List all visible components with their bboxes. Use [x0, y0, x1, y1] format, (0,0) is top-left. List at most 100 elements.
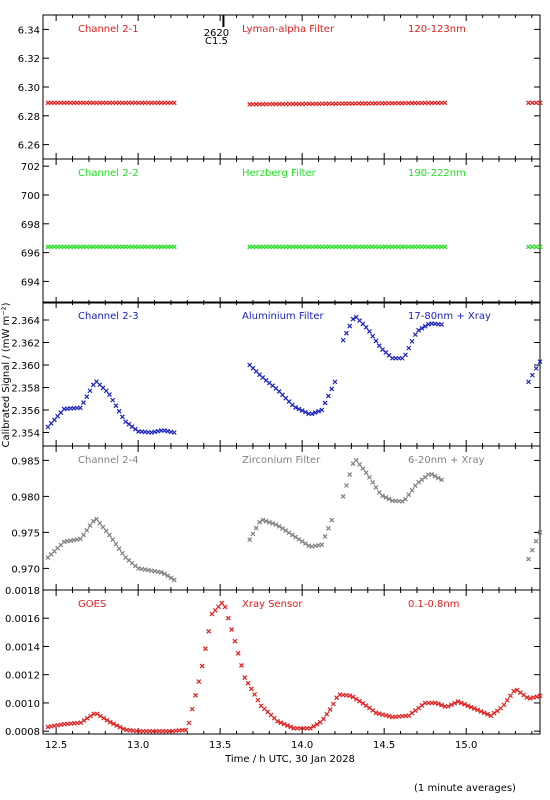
data-point — [77, 536, 83, 542]
data-point — [403, 496, 408, 502]
y-tick-label: 2.354 — [11, 429, 40, 440]
data-point — [116, 546, 122, 552]
data-point — [475, 707, 481, 713]
data-point — [537, 693, 543, 699]
y-tick-label: 6.26 — [18, 141, 40, 152]
data-point — [442, 244, 448, 250]
data-point — [303, 541, 308, 546]
data-point — [58, 410, 64, 416]
data-point — [511, 688, 517, 694]
panel-label: Lyman-alpha Filter — [242, 24, 335, 35]
data-point — [325, 525, 331, 531]
data-point — [307, 725, 313, 731]
data-point — [119, 550, 125, 556]
x-tick-label: 14.5 — [373, 740, 395, 751]
data-point — [366, 705, 372, 711]
data-point — [219, 600, 225, 606]
data-point — [432, 473, 438, 479]
y-tick-label: 0.985 — [11, 456, 40, 467]
data-point — [171, 577, 177, 583]
data-point — [357, 462, 362, 467]
panel-4: 0.970 0.975 0.980 0.985 Channel 2-4 Zirconium… — [11, 445, 543, 591]
data-point — [526, 379, 531, 385]
data-point — [526, 244, 531, 250]
data-point — [199, 663, 205, 669]
data-point — [360, 466, 366, 472]
data-point — [257, 519, 262, 525]
data-point — [110, 397, 116, 403]
panel-3: 2.354 2.356 2.358 2.360 2.362 2.364 Channel 2-… — [11, 301, 543, 447]
data-point — [90, 518, 96, 524]
data-point — [183, 727, 189, 733]
x-axis-title: Time / h UTC, 30 Jan 2028 — [224, 754, 355, 765]
data-point — [81, 718, 87, 723]
data-point — [94, 516, 99, 522]
data-point — [409, 338, 415, 344]
data-point — [132, 426, 138, 432]
data-point — [537, 100, 543, 106]
data-point — [537, 244, 543, 250]
data-point — [439, 702, 445, 708]
x-tick-label: 12.5 — [45, 740, 67, 751]
data-point — [478, 708, 484, 714]
data-point — [212, 607, 218, 613]
data-point — [347, 323, 353, 329]
data-point — [116, 408, 122, 414]
data-point — [329, 517, 335, 523]
data-point — [321, 716, 326, 722]
panel-5: 0.0008 0.0010 0.0012 0.0014 0.0016 0.0018 GOES… — [5, 586, 543, 751]
data-point — [439, 322, 445, 327]
flare-marker-label: C1.5 — [205, 36, 228, 47]
data-point — [316, 408, 321, 414]
data-point — [189, 706, 195, 712]
data-point — [383, 712, 389, 718]
data-point — [498, 705, 504, 711]
data-point — [299, 408, 305, 413]
data-point — [330, 701, 336, 707]
data-point — [319, 542, 325, 548]
data-point — [524, 695, 530, 700]
data-point — [311, 723, 317, 729]
data-point — [281, 721, 287, 727]
data-point — [439, 477, 445, 483]
y-tick-label: 0.0008 — [5, 727, 40, 738]
data-point — [488, 713, 494, 719]
data-point — [288, 724, 294, 730]
data-point — [253, 525, 259, 531]
data-point — [158, 570, 164, 575]
y-tick-label: 6.28 — [18, 112, 40, 123]
data-point — [94, 711, 100, 717]
panel-label: GOES — [78, 599, 106, 610]
data-point — [100, 524, 106, 530]
data-point — [260, 517, 266, 523]
data-point — [250, 531, 256, 537]
data-point — [350, 316, 356, 322]
data-point — [357, 698, 362, 704]
data-point — [412, 483, 418, 489]
data-point — [370, 479, 376, 485]
data-point — [403, 352, 408, 358]
panel-label: Xray Sensor — [242, 599, 303, 610]
data-point — [107, 719, 113, 725]
data-point — [491, 710, 497, 716]
data-point — [383, 495, 389, 500]
data-point — [78, 720, 84, 726]
data-point — [162, 571, 167, 577]
data-point — [533, 244, 539, 250]
data-point — [209, 611, 215, 617]
data-point — [81, 400, 86, 406]
y-tick-label: 6.30 — [18, 83, 40, 94]
data-point — [299, 538, 305, 544]
data-point — [373, 710, 379, 716]
data-point — [309, 411, 315, 417]
data-point — [501, 702, 507, 708]
data-point — [458, 700, 464, 706]
data-point — [340, 337, 346, 343]
y-tick-label: 2.362 — [11, 339, 40, 350]
panel-frame — [42, 589, 541, 735]
data-point — [370, 707, 376, 713]
data-point — [84, 527, 90, 533]
x-tick-label: 13.0 — [127, 740, 149, 751]
data-point — [314, 721, 320, 727]
